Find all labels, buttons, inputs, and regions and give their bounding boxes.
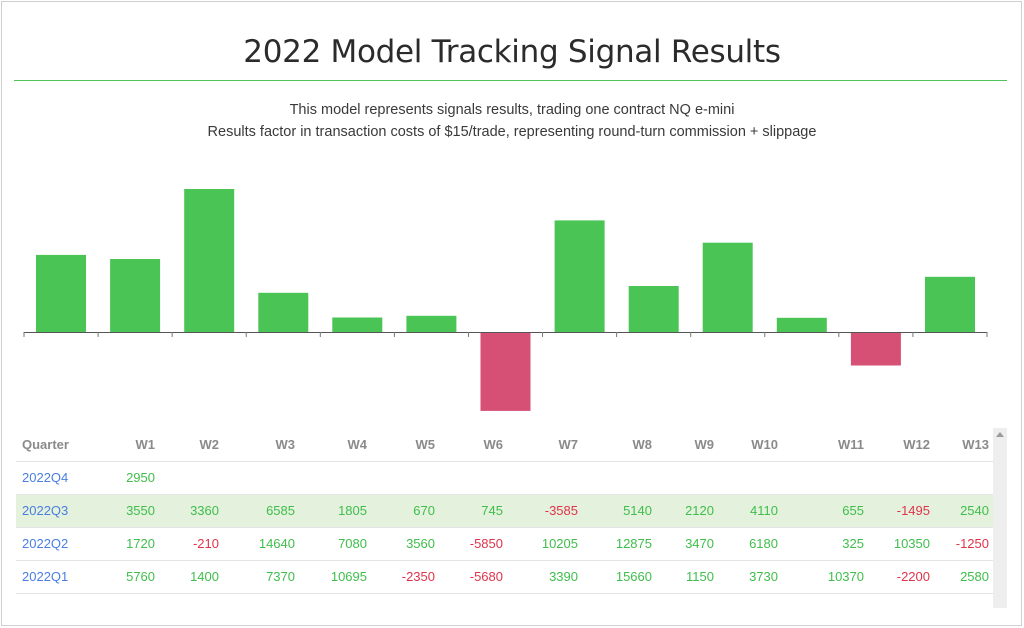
table-header-row: Quarter W1 W2 W3 W4 W5 W6 W7 W8 W9 W10 W11 W12 W13 — [16, 428, 993, 462]
table-cell: 1150 — [656, 560, 718, 594]
table-cell: 6585 — [223, 494, 299, 528]
column-header-w3[interactable]: W3 — [223, 428, 299, 462]
bar-w2[interactable] — [110, 259, 161, 332]
table-cell: 2120 — [656, 494, 718, 528]
title-divider — [14, 80, 1007, 81]
table-cell — [371, 461, 439, 495]
column-header-w5[interactable]: W5 — [371, 428, 439, 462]
table-cell — [223, 461, 299, 495]
table-cell: 6180 — [718, 527, 782, 561]
bar-w4[interactable] — [258, 292, 309, 332]
table-cell: 15660 — [582, 560, 656, 594]
table-body: 2022Q4 2950 2022Q3 3550 3360 6585 1805 670 745 -3… — [16, 461, 993, 594]
bar-w11[interactable] — [776, 317, 827, 332]
table-cell: 325 — [782, 527, 868, 561]
bar-chart — [23, 189, 988, 411]
column-header-w12[interactable]: W12 — [868, 428, 934, 462]
table-cell: 3730 — [718, 560, 782, 594]
table-scrollbar[interactable] — [993, 428, 1007, 608]
bar-w9[interactable] — [628, 286, 679, 332]
table-cell: 2540 — [934, 494, 993, 528]
table-cell: 5760 — [101, 560, 159, 594]
bar-w8[interactable] — [554, 220, 605, 332]
table-cell: 3470 — [656, 527, 718, 561]
bar-w12[interactable] — [850, 333, 901, 366]
scroll-up-arrow-icon[interactable] — [996, 432, 1004, 437]
column-header-w6[interactable]: W6 — [439, 428, 507, 462]
column-header-w11[interactable]: W11 — [782, 428, 868, 462]
bar-w6[interactable] — [406, 315, 457, 332]
table-cell: 12875 — [582, 527, 656, 561]
table-cell — [299, 461, 371, 495]
quarter-link[interactable]: 2022Q3 — [16, 494, 101, 528]
table-row[interactable]: 2022Q4 2950 — [16, 461, 993, 495]
table-cell: -1250 — [934, 527, 993, 561]
table-cell — [656, 461, 718, 495]
column-header-w9[interactable]: W9 — [656, 428, 718, 462]
results-table: Quarter W1 W2 W3 W4 W5 W6 W7 W8 W9 W10 W11 W12 W13 20… — [16, 428, 993, 594]
bar-w1[interactable] — [36, 254, 86, 332]
column-header-w7[interactable]: W7 — [507, 428, 582, 462]
bar-w7[interactable] — [480, 333, 531, 411]
table-cell — [439, 461, 507, 495]
table-cell: 2580 — [934, 560, 993, 594]
table-cell: -2200 — [868, 560, 934, 594]
table-cell: -5850 — [439, 527, 507, 561]
column-header-w13[interactable]: W13 — [934, 428, 993, 462]
table-cell — [159, 461, 223, 495]
table-cell — [782, 461, 868, 495]
table-cell: 1805 — [299, 494, 371, 528]
table-cell: 3560 — [371, 527, 439, 561]
bar-w3[interactable] — [184, 189, 235, 332]
table-cell: -2350 — [371, 560, 439, 594]
table-cell: 7370 — [223, 560, 299, 594]
table-cell: -5680 — [439, 560, 507, 594]
column-header-w1[interactable]: W1 — [101, 428, 159, 462]
table-cell: 5140 — [582, 494, 656, 528]
table-cell — [934, 461, 993, 495]
table-cell: 10205 — [507, 527, 582, 561]
results-table-container: Quarter W1 W2 W3 W4 W5 W6 W7 W8 W9 W10 W11 W12 W13 20… — [16, 428, 1007, 608]
table-cell: -1495 — [868, 494, 934, 528]
subtitle-line-1: This model represents signals results, t… — [289, 102, 735, 118]
table-cell: 10350 — [868, 527, 934, 561]
column-header-quarter[interactable]: Quarter — [16, 428, 101, 462]
table-cell: 655 — [782, 494, 868, 528]
bar-w13[interactable] — [925, 276, 975, 332]
table-row[interactable]: 2022Q1 5760 1400 7370 10695 -2350 -5680 3390 156… — [16, 560, 993, 594]
column-header-w10[interactable]: W10 — [718, 428, 782, 462]
quarter-link[interactable]: 2022Q1 — [16, 560, 101, 594]
bar-w5[interactable] — [332, 317, 383, 333]
table-cell — [582, 461, 656, 495]
table-cell: 670 — [371, 494, 439, 528]
table-cell: 1400 — [159, 560, 223, 594]
table-cell — [718, 461, 782, 495]
table-row[interactable]: 2022Q3 3550 3360 6585 1805 670 745 -3585 5140 212… — [16, 494, 993, 528]
page-title: 2022 Model Tracking Signal Results — [243, 34, 781, 70]
quarter-link[interactable]: 2022Q2 — [16, 527, 101, 561]
table-cell: 7080 — [299, 527, 371, 561]
table-cell — [507, 461, 582, 495]
table-cell: 3360 — [159, 494, 223, 528]
table-cell: 1720 — [101, 527, 159, 561]
table-cell: -210 — [159, 527, 223, 561]
table-row[interactable]: 2022Q2 1720 -210 14640 7080 3560 -5850 10205 128… — [16, 527, 993, 561]
column-header-w8[interactable]: W8 — [582, 428, 656, 462]
table-cell: 3390 — [507, 560, 582, 594]
table-cell: 2950 — [101, 461, 159, 495]
table-cell: 10370 — [782, 560, 868, 594]
table-cell — [868, 461, 934, 495]
column-header-w2[interactable]: W2 — [159, 428, 223, 462]
table-cell: -3585 — [507, 494, 582, 528]
column-header-w4[interactable]: W4 — [299, 428, 371, 462]
table-cell: 745 — [439, 494, 507, 528]
quarter-link[interactable]: 2022Q4 — [16, 461, 101, 495]
bar-w10[interactable] — [702, 242, 753, 332]
table-cell: 4110 — [718, 494, 782, 528]
table-cell: 3550 — [101, 494, 159, 528]
subtitle-line-2: Results factor in transaction costs of $… — [207, 124, 817, 140]
table-cell: 14640 — [223, 527, 299, 561]
table-cell: 10695 — [299, 560, 371, 594]
